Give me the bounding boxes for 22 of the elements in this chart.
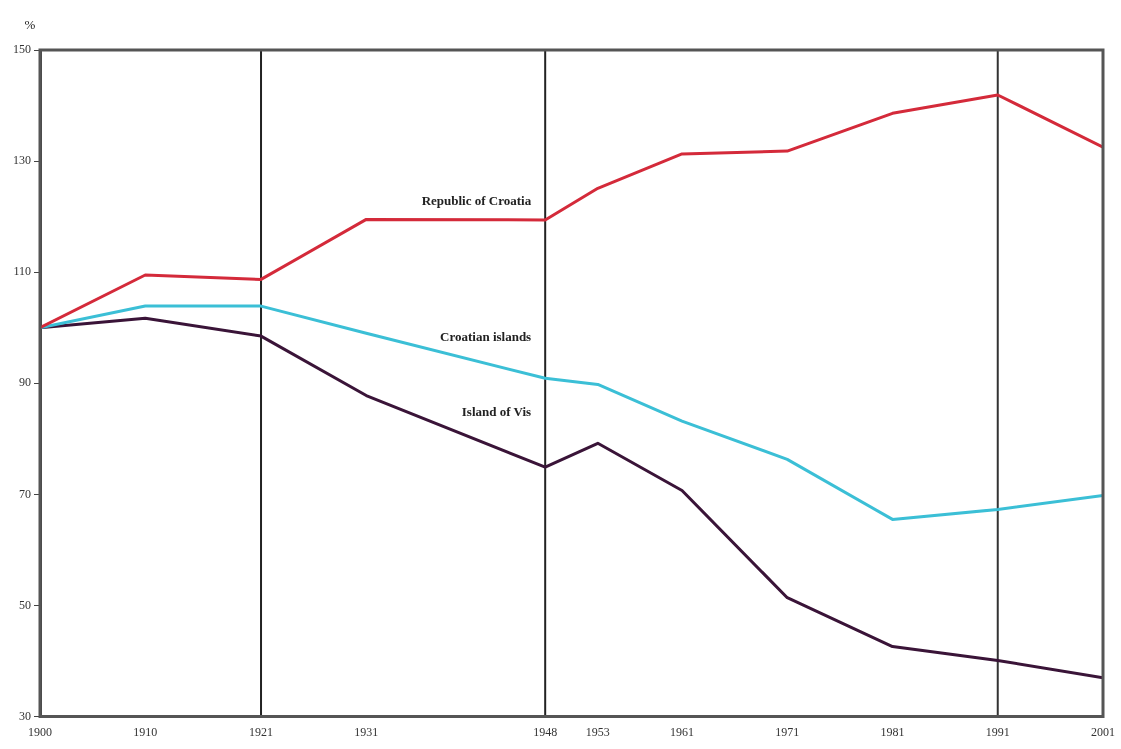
y-tick-label: 90 (19, 375, 31, 390)
x-tick-label: 1991 (985, 724, 1010, 739)
y-tick-label: 150 (13, 42, 31, 57)
x-tick-label: 1981 (880, 724, 905, 739)
x-tick-label: 1971 (775, 724, 800, 739)
y-axis-title: % (24, 16, 36, 32)
x-tick-label: 1910 (133, 724, 158, 739)
series-label: Island of Vis (461, 404, 532, 420)
x-tick-label: 1931 (354, 724, 379, 739)
y-tick-label: 30 (19, 708, 31, 723)
y-tick-label: 50 (19, 597, 31, 612)
series-label: Republic of Croatia (421, 192, 532, 208)
y-tick-label: 70 (19, 486, 31, 501)
series-label: Croatian islands (440, 328, 532, 344)
x-tick-label: 1921 (249, 724, 274, 739)
x-tick-label: 1900 (28, 724, 52, 739)
x-tick-label: 1948 (533, 724, 558, 739)
x-tick-label: 1953 (585, 724, 610, 739)
x-tick-label: 2001 (1091, 724, 1115, 739)
y-tick-label: 130 (13, 153, 31, 168)
x-tick-label: 1961 (670, 724, 695, 739)
y-tick-label: 110 (13, 264, 31, 279)
